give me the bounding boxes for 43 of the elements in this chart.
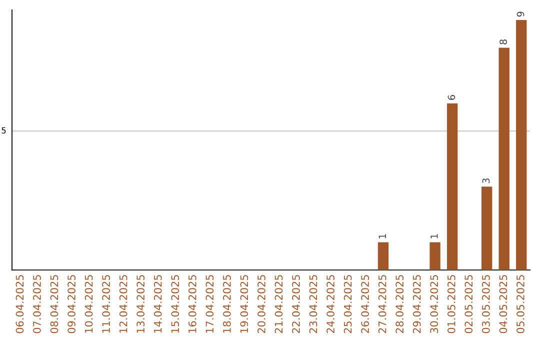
x-tick-label: 27.04.2025	[378, 275, 386, 334]
x-tick-label: 07.04.2025	[33, 275, 41, 334]
x-tick-label: 06.04.2025	[16, 275, 24, 334]
x-tick-label: 02.05.2025	[464, 275, 473, 334]
x-tick-label: 25.04.2025	[344, 275, 352, 334]
bar	[498, 48, 510, 270]
x-tick-label: 15.04.2025	[171, 275, 180, 333]
bar	[430, 242, 440, 270]
bar	[481, 186, 492, 270]
data-label: 9	[516, 12, 524, 17]
x-tick-label: 09.04.2025	[68, 275, 76, 334]
x-tick-label: 26.04.2025	[361, 275, 369, 334]
x-tick-label: 21.04.2025	[274, 275, 283, 334]
data-label: 6	[448, 94, 456, 100]
x-tick-label: 13.04.2025	[136, 275, 145, 333]
x-tick-label: 04.05.2025	[499, 275, 508, 334]
x-tick-label: 14.04.2025	[154, 275, 162, 333]
x-tick-label: 19.04.2025	[240, 275, 248, 333]
x-tick-label: 30.04.2025	[430, 275, 438, 334]
bar	[378, 242, 389, 270]
x-tick-label: 03.05.2025	[482, 275, 490, 334]
data-label: 1	[378, 234, 386, 238]
bar	[446, 103, 458, 270]
data-label: 1	[430, 234, 438, 238]
x-tick-label: 08.04.2025	[50, 275, 58, 334]
data-label: 8	[500, 39, 507, 44]
x-tick-label: 28.04.2025	[396, 275, 404, 334]
bar	[516, 20, 527, 270]
x-tick-label: 23.04.2025	[309, 275, 318, 334]
x-tick-label: 11.04.2025	[102, 275, 110, 333]
ref-line-label: 5	[2, 127, 6, 134]
x-tick-label: 22.04.2025	[292, 275, 300, 334]
x-tick-label: 24.04.2025	[326, 275, 334, 334]
x-tick-label: 10.04.2025	[84, 275, 93, 333]
x-tick-label: 05.05.2025	[516, 275, 524, 334]
x-tick-label: 17.04.2025	[206, 275, 214, 333]
x-tick-label: 12.04.2025	[119, 275, 128, 333]
x-tick-label: 20.04.2025	[258, 275, 266, 334]
x-tick-label: 16.04.2025	[188, 275, 196, 333]
x-tick-label: 18.04.2025	[222, 275, 231, 333]
x-tick-label: 01.05.2025	[447, 275, 456, 334]
x-tick-label: 29.04.2025	[412, 275, 421, 334]
data-label: 3	[482, 178, 490, 184]
